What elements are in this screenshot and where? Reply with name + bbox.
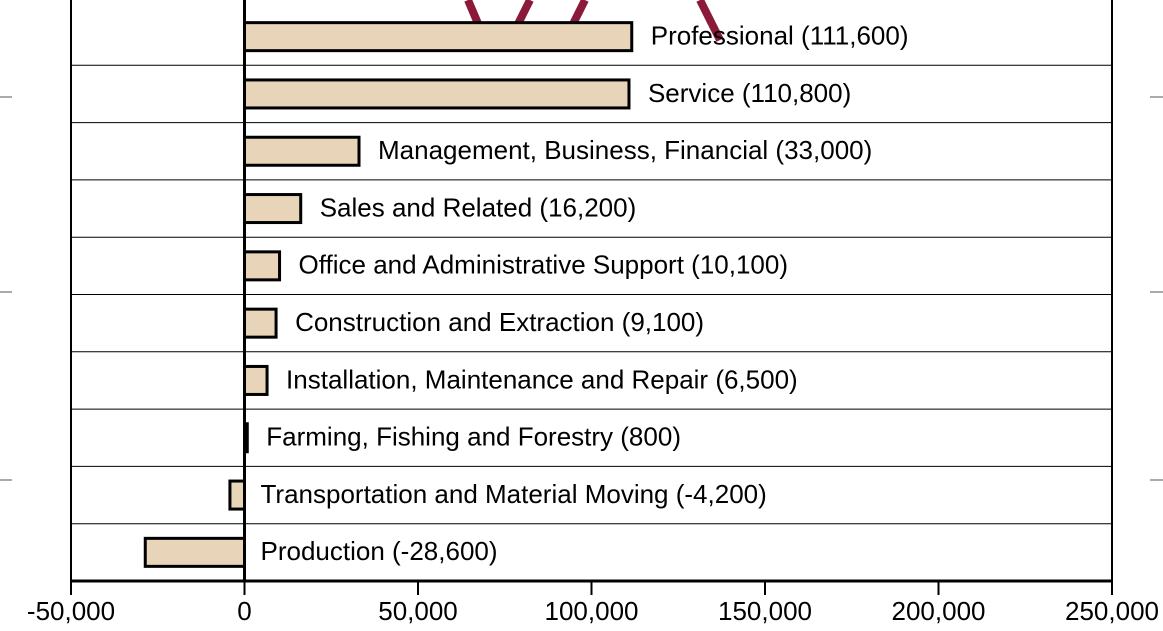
- bar-label: Farming, Fishing and Forestry (800): [266, 422, 681, 452]
- bar: [243, 21, 634, 53]
- bar: [143, 536, 246, 568]
- x-tick-label: 250,000: [1065, 596, 1159, 626]
- bar-label: Management, Business, Financial (33,000): [378, 135, 872, 165]
- x-tick-label: 150,000: [718, 596, 812, 626]
- bar: [243, 250, 282, 282]
- bar: [228, 479, 246, 511]
- x-tick-label: 50,000: [378, 596, 458, 626]
- bar: [243, 307, 278, 339]
- bar-label: Production (-28,600): [261, 536, 498, 566]
- x-tick-label: 0: [237, 596, 251, 626]
- bar: [243, 364, 269, 396]
- bar-label: Construction and Extraction (9,100): [295, 307, 704, 337]
- title-fragment: [464, 0, 724, 42]
- bar-label: Sales and Related (16,200): [320, 192, 637, 222]
- bar: [243, 78, 631, 110]
- bar-label: Installation, Maintenance and Repair (6,…: [286, 364, 798, 394]
- bar-label: Professional (111,600): [651, 21, 909, 51]
- bar: [243, 135, 361, 167]
- bar-label: Transportation and Material Moving (-4,2…: [261, 479, 767, 509]
- x-tick-label: 100,000: [545, 596, 639, 626]
- bar: [243, 193, 303, 225]
- bar-label: Office and Administrative Support (10,10…: [299, 250, 788, 280]
- x-tick-label: 200,000: [892, 596, 986, 626]
- x-tick-label: -50,000: [27, 596, 115, 626]
- bar-label: Service (110,800): [648, 78, 851, 108]
